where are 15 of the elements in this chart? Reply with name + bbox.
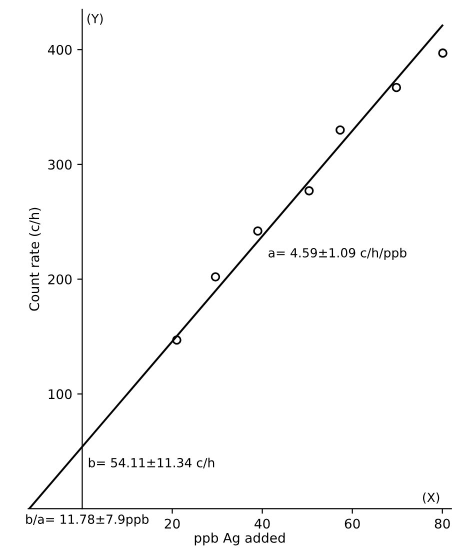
annotation: a= 4.59±1.09 c/h/ppb <box>268 248 406 260</box>
annotation: b/a= 11.78±7.9ppb <box>26 514 149 526</box>
y-tick-label: 200 <box>48 274 72 284</box>
annotation: b= 54.11±11.34 c/h <box>88 458 214 468</box>
annotation: (X) <box>423 492 440 504</box>
y-tick-label: 100 <box>48 389 72 400</box>
x-axis-title: ppb Ag added <box>194 532 285 546</box>
y-tick-label: 300 <box>48 160 72 170</box>
y-tick-label: 400 <box>48 44 72 55</box>
x-tick-label: 40 <box>254 518 270 529</box>
y-axis-title: Count rate (c/h) <box>28 208 41 311</box>
annotation: (Y) <box>87 14 103 25</box>
x-tick-label: 80 <box>434 518 450 529</box>
x-tick-label: 60 <box>344 518 360 529</box>
x-tick-label: 20 <box>164 518 180 529</box>
